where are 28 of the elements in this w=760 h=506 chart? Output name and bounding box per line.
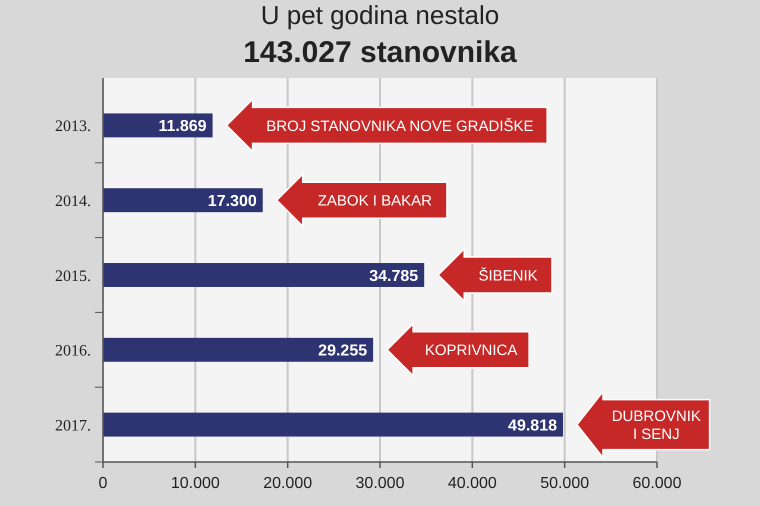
chart-title: U pet godina nestalo <box>260 0 500 30</box>
annotation: KOPRIVNICA <box>424 342 518 360</box>
data-label: 34.785 <box>369 268 418 285</box>
x-tick-label: 0 <box>98 475 108 492</box>
bar <box>103 412 563 437</box>
x-tick-label: 40.000 <box>448 475 497 492</box>
x-tick-label: 30.000 <box>356 475 405 492</box>
annotation: DUBROVNIK I SENJ <box>612 408 701 443</box>
bar <box>103 188 263 212</box>
annotation: BROJ STANOVNIKA NOVE GRADIŠKE <box>266 116 534 135</box>
x-tick-label: 60.000 <box>632 475 682 492</box>
data-label: 11.869 <box>158 118 207 136</box>
y-tick-label: 2014. <box>55 192 91 210</box>
chart-subtitle: 143.027 stanovnika <box>243 36 518 69</box>
annotation: ŠIBENIK <box>478 266 538 284</box>
bar <box>103 263 424 287</box>
y-tick-label: 2017. <box>55 417 91 434</box>
x-tick-label: 10.000 <box>170 475 220 492</box>
data-label: 49.818 <box>508 417 558 434</box>
y-tick-label: 2016. <box>55 342 91 360</box>
x-tick-label: 20.000 <box>263 475 312 492</box>
y-tick-label: 2013. <box>55 118 91 136</box>
data-label: 17.300 <box>208 192 257 210</box>
x-tick-label: 50.000 <box>540 475 590 492</box>
y-tick-label: 2015. <box>55 268 91 285</box>
annotation: ZABOK I BAKAR <box>318 192 432 210</box>
data-label: 29.255 <box>318 342 368 360</box>
bar <box>103 338 374 362</box>
